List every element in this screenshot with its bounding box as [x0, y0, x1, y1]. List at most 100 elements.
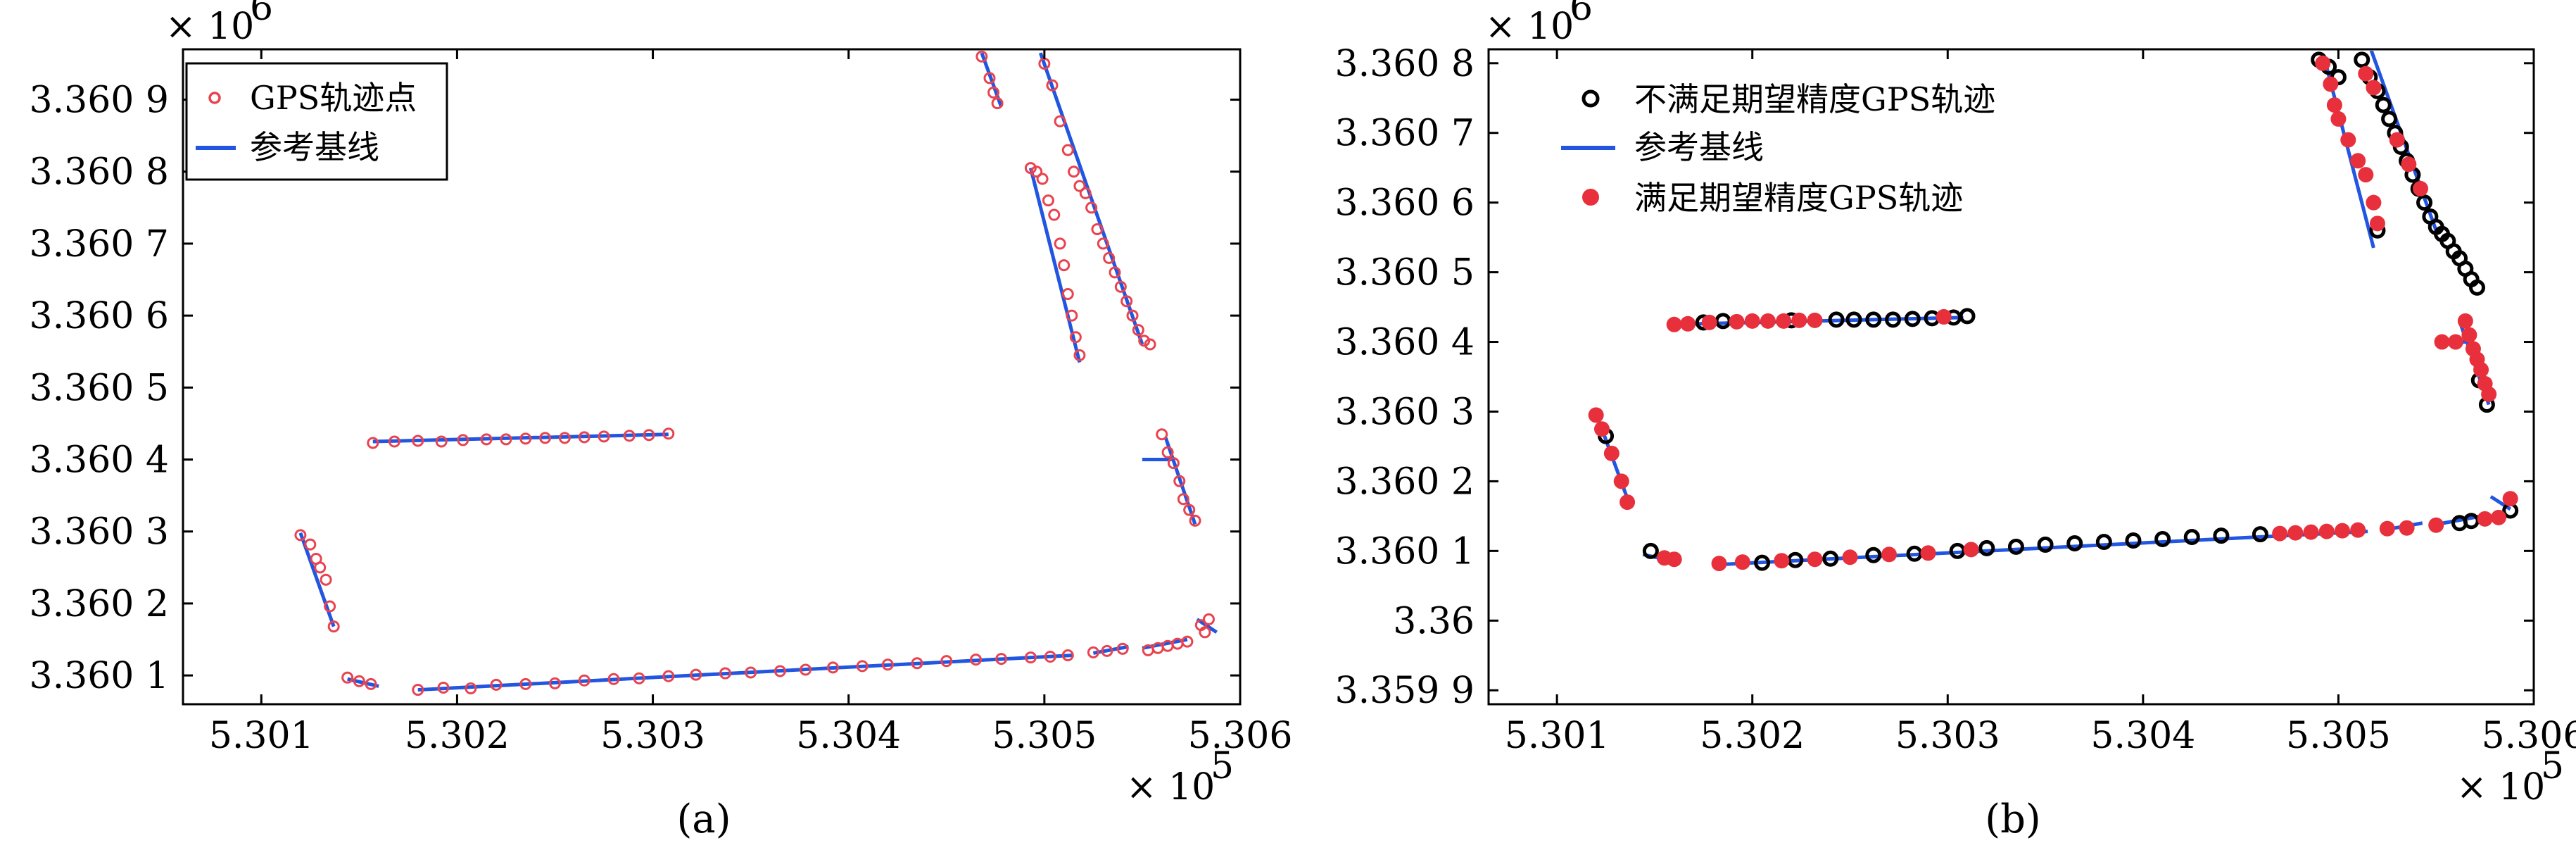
gps-point — [365, 677, 377, 690]
x-tick-label-a: 5.305 — [992, 715, 1097, 757]
satisfied-point — [2272, 525, 2288, 542]
axes-b: 5.301 5.302 5.303 5.304 5.305 5.306 3.359 9 3.3… — [1335, 43, 2576, 757]
unsatisfied-point — [1904, 311, 1921, 327]
satisfied-point — [2350, 153, 2366, 169]
x-tick-label-b: 5.306 — [2482, 715, 2576, 757]
plot-area-b — [1588, 0, 2519, 572]
gps-point — [490, 678, 503, 691]
y-multiplier-exp-a: 6 — [250, 0, 273, 29]
satisfied-point — [2457, 313, 2473, 329]
satisfied-point — [2399, 520, 2415, 536]
satisfied-point — [2491, 509, 2507, 525]
gps-point — [1069, 331, 1082, 344]
unsatisfied-point — [1865, 546, 1882, 563]
gps-point — [1036, 173, 1049, 185]
x-tick-label-b: 5.305 — [2286, 715, 2391, 757]
gps-point — [1058, 259, 1071, 272]
unsatisfied-point — [1885, 311, 1902, 328]
satisfied-point — [1588, 407, 1604, 423]
gps-point — [437, 681, 450, 694]
unsatisfied-point — [2125, 532, 2142, 549]
y-tick-label-b: 3.360 7 — [1335, 113, 1475, 155]
x-multiplier-exp-a: 5 — [1211, 745, 1234, 787]
satisfied-point — [2447, 334, 2463, 350]
gps-point — [367, 437, 379, 449]
unsatisfied-point — [1865, 311, 1882, 328]
gps-point — [1103, 251, 1116, 264]
gps-point — [1144, 338, 1156, 351]
y-tick-label-b: 3.360 3 — [1335, 391, 1475, 433]
satisfied-point — [2413, 180, 2429, 196]
gps-point — [327, 620, 340, 633]
legend-box-a — [185, 62, 448, 181]
gps-point — [480, 433, 493, 446]
gps-point — [1189, 514, 1201, 527]
y-multiplier-exp-b: 6 — [1570, 0, 1593, 29]
satisfied-point — [1760, 313, 1776, 329]
gps-point — [911, 657, 923, 670]
gps-point — [1156, 428, 1168, 441]
satisfied-point — [1842, 549, 1858, 565]
satisfied-point — [1774, 553, 1790, 569]
gps-point — [1061, 287, 1074, 300]
gps-point — [983, 72, 996, 85]
legend-b: 不满足期望精度GPS轨迹 参考基线 满足期望精度GPS轨迹 — [1561, 80, 1995, 217]
gps-point — [1126, 309, 1139, 322]
unsatisfied-point — [1978, 539, 1995, 556]
gps-point — [341, 671, 354, 684]
gps-point — [970, 654, 982, 666]
x-tick-label-b: 5.303 — [1895, 715, 2000, 757]
gps-point — [320, 573, 332, 586]
satisfied-point — [2287, 525, 2304, 541]
gps-point — [1199, 626, 1211, 639]
gps-point — [1177, 493, 1189, 506]
gps-point — [304, 538, 317, 551]
gps-point — [1167, 457, 1180, 470]
axes-a: 5.301 5.302 5.303 5.304 5.305 5.306 3.360 1 3.3… — [30, 49, 1292, 757]
gps-point — [314, 561, 327, 574]
unsatisfied-point — [2354, 51, 2370, 68]
gps-point — [940, 655, 953, 668]
panel-a: 5.301 5.302 5.303 5.304 5.305 5.306 3.360 1 3.3… — [30, 0, 1293, 842]
y-tick-label-b: 3.359 9 — [1335, 670, 1475, 712]
gps-point — [1202, 613, 1215, 625]
y-multiplier-a: × 10 — [165, 6, 254, 48]
baseline-segment-a — [1028, 168, 1082, 363]
baseline-segment-a — [1163, 437, 1197, 525]
gps-point — [856, 660, 869, 673]
gps-point — [1042, 194, 1054, 207]
satisfied-point — [1603, 445, 1620, 461]
unsatisfied-point — [2154, 531, 2171, 548]
satisfied-point — [1593, 421, 1610, 437]
gps-point — [578, 674, 591, 687]
satisfied-point — [1920, 545, 1936, 561]
y-tick-label-a: 3.360 7 — [30, 223, 169, 265]
legend-label-baseline-b: 参考基线 — [1634, 128, 1764, 166]
unsatisfied-point — [1642, 542, 1659, 559]
gps-point — [324, 600, 336, 613]
unsatisfied-point — [1845, 311, 1862, 328]
unsatisfied-point — [1754, 554, 1771, 571]
y-tick-label-a: 3.360 6 — [30, 295, 169, 337]
satisfied-point — [1881, 546, 1898, 563]
y-tick-label-a: 3.360 9 — [30, 80, 169, 122]
satisfied-point — [2461, 327, 2477, 343]
y-tick-label-b: 3.36 — [1393, 600, 1475, 642]
plot-area-a — [294, 51, 1218, 696]
satisfied-point — [1791, 312, 1807, 328]
satisfied-point — [2315, 55, 2331, 71]
unsatisfied-point — [2381, 111, 2398, 127]
gps-point — [558, 432, 571, 444]
gps-point — [987, 86, 1000, 99]
gps-point — [1079, 187, 1092, 199]
baseline-segment-b — [2276, 0, 2296, 1]
y-tick-label-b: 3.360 2 — [1335, 461, 1475, 503]
y-tick-label-a: 3.360 2 — [30, 583, 169, 625]
satisfied-point — [2350, 522, 2366, 538]
gps-point — [745, 666, 757, 679]
satisfied-point — [2428, 517, 2444, 533]
gps-point — [607, 673, 620, 685]
gps-point — [991, 97, 1004, 110]
gps-point — [519, 432, 532, 445]
